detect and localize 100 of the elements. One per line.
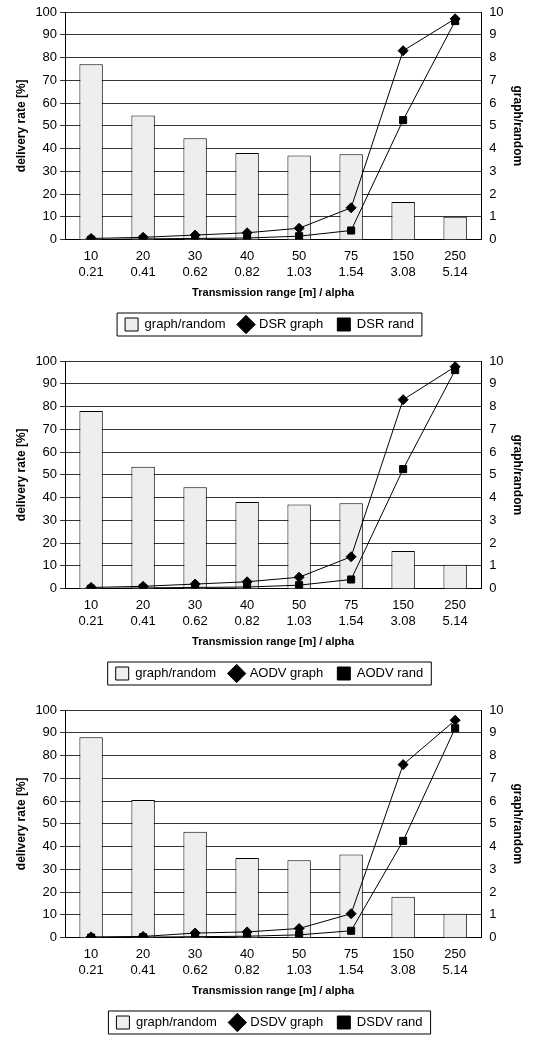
x-tick-label: 30 0.62 [182,247,208,279]
y-tick-label: 40 [42,489,58,505]
y2-tick-label: 9 [489,375,497,391]
y2-tick-label: 10 [489,701,504,717]
y-tick-label: 10 [42,906,58,922]
y2-tick-label: 2 [489,185,497,201]
y2-tick-label: 1 [489,906,497,922]
y-tick-label: 70 [42,71,58,87]
x-axis-title: Transmission range [m] / alpha [192,635,355,648]
y-tick-label: 30 [42,511,58,527]
x-tick-label: 50 1.03 [286,247,312,279]
y-axis-title: delivery rate [%] [13,79,28,173]
y2-tick-label: 6 [489,443,497,459]
legend-label: AODV graph [249,665,324,681]
x-axis-title: Transmission range [m] / alpha [192,984,355,997]
x-tick-label: 250 5.14 [442,945,468,977]
y2-tick-label: 0 [489,580,497,596]
x-tick-label: 150 3.08 [390,247,416,279]
x-tick-label: 50 1.03 [286,945,312,977]
x-tick-label: 40 0.82 [234,247,260,279]
y2-tick-label: 7 [489,420,497,436]
x-tick-label: 150 3.08 [390,945,416,977]
y-tick-label: 50 [42,815,58,831]
x-axis-title: Transmission range [m] / alpha [192,286,355,299]
y-tick-label: 90 [42,375,58,391]
y-tick-label: 60 [42,94,58,110]
x-tick-label: 250 5.14 [442,596,468,628]
y2-tick-label: 0 [489,231,497,247]
y-tick-label: 70 [42,769,58,785]
x-tick-label: 75 1.54 [338,596,364,628]
y-tick-label: 70 [42,420,58,436]
y2-tick-label: 5 [489,466,497,482]
y-tick-label: 60 [42,792,58,808]
legend-label: DSDV graph [250,1014,324,1030]
y2-tick-label: 1 [489,557,497,573]
x-tick-label: 10 0.21 [78,596,104,628]
y2-tick-label: 5 [489,117,497,133]
y2-tick-label: 9 [489,26,497,42]
x-tick-label: 150 3.08 [390,596,416,628]
legend-label: DSR rand [356,316,414,332]
legend-label: graph/random [144,316,226,332]
y-tick-label: 90 [42,724,58,740]
legend-label: AODV rand [356,665,424,681]
y-tick-label: 10 [42,208,58,224]
x-tick-label: 75 1.54 [338,945,364,977]
y-tick-label: 20 [42,534,58,550]
y2-tick-label: 8 [489,398,497,414]
y2-tick-label: 9 [489,724,497,740]
y2-tick-label: 5 [489,815,497,831]
y2-axis-title: graph/random [511,783,526,865]
y-axis-title: delivery rate [%] [13,428,28,522]
legend-label: DSDV rand [356,1014,423,1030]
x-tick-label: 250 5.14 [442,247,468,279]
y-tick-label: 100 [35,3,58,19]
y-tick-label: 10 [42,557,58,573]
x-tick-label: 30 0.62 [182,945,208,977]
y2-axis-title: graph/random [511,85,526,167]
y2-tick-label: 1 [489,208,497,224]
y2-tick-label: 2 [489,534,497,550]
y2-tick-label: 0 [489,929,497,945]
x-tick-label: 50 1.03 [286,596,312,628]
y-tick-label: 90 [42,26,58,42]
x-tick-label: 10 0.21 [78,247,104,279]
y-tick-label: 80 [42,398,58,414]
y-tick-label: 100 [35,352,58,368]
y-tick-label: 40 [42,838,58,854]
y2-tick-label: 10 [489,3,504,19]
y2-tick-label: 3 [489,860,497,876]
legend-label: graph/random [135,1014,217,1030]
y-tick-label: 50 [42,117,58,133]
y-axis-title: delivery rate [%] [13,777,28,871]
x-tick-label: 10 0.21 [78,945,104,977]
y2-tick-label: 8 [489,747,497,763]
y-tick-label: 50 [42,466,58,482]
y-tick-label: 100 [35,701,58,717]
legend-label: graph/random [135,665,217,681]
y2-tick-label: 7 [489,769,497,785]
x-tick-label: 20 0.41 [130,945,156,977]
y-tick-label: 30 [42,162,58,178]
y-tick-label: 80 [42,747,58,763]
y-tick-label: 20 [42,883,58,899]
y2-tick-label: 4 [489,140,497,156]
y2-tick-label: 3 [489,511,497,527]
y-tick-label: 20 [42,185,58,201]
y-tick-label: 0 [49,231,58,247]
y2-tick-label: 10 [489,352,504,368]
x-tick-label: 75 1.54 [338,247,364,279]
y2-tick-label: 6 [489,792,497,808]
y2-tick-label: 2 [489,883,497,899]
y-tick-label: 0 [49,580,58,596]
x-tick-label: 20 0.41 [130,247,156,279]
legend-label: DSR graph [259,316,324,332]
x-tick-label: 30 0.62 [182,596,208,628]
y2-tick-label: 8 [489,49,497,65]
y2-tick-label: 4 [489,489,497,505]
y2-tick-label: 7 [489,71,497,87]
y2-tick-label: 3 [489,162,497,178]
y-tick-label: 80 [42,49,58,65]
y2-axis-title: graph/random [511,434,526,516]
x-tick-label: 40 0.82 [234,945,260,977]
